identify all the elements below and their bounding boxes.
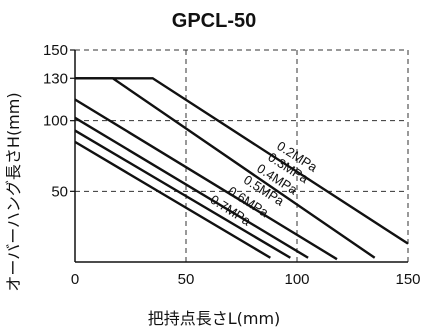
y-tick-label: 100 (43, 113, 68, 130)
series-line (74, 98, 338, 261)
chart-title-text: GPCL-50 (171, 10, 257, 32)
chart-title: GPCL-50 (0, 10, 428, 33)
x-tick-label: 100 (284, 271, 309, 288)
y-tick-label: 130 (43, 70, 68, 87)
series-line (75, 77, 376, 259)
y-tick-label: 50 (51, 183, 68, 200)
x-axis-label: 把持点長さL(mm) (147, 309, 281, 328)
x-tick-label: 0 (71, 271, 79, 288)
x-tick-label: 50 (178, 271, 195, 288)
series-line (74, 116, 309, 259)
series-line (74, 129, 291, 259)
y-tick-label: 150 (43, 42, 68, 59)
series-line (74, 140, 271, 259)
x-tick-label: 150 (395, 271, 420, 288)
